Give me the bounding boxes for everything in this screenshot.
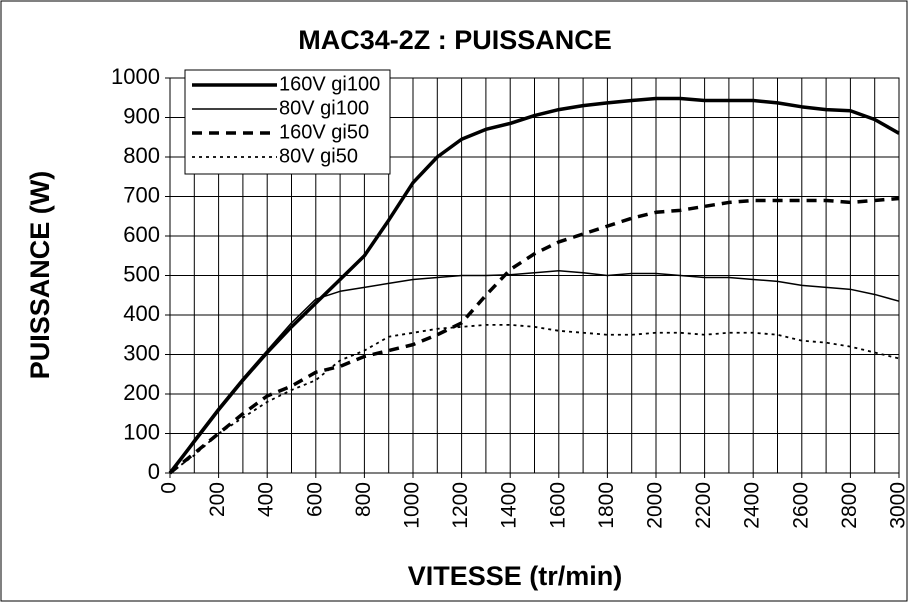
legend-label: 80V gi50 (279, 145, 358, 167)
y-tick-label: 900 (123, 103, 160, 128)
legend-box (184, 69, 391, 175)
x-tick-label: 1600 (546, 482, 569, 529)
y-tick-label: 800 (123, 143, 160, 168)
x-tick-label: 600 (303, 482, 326, 517)
x-tick-label: 1200 (449, 482, 472, 529)
x-tick-label: 0 (158, 482, 181, 494)
data-line (168, 96, 900, 475)
x-tick-label: 1800 (595, 482, 618, 529)
x-tick-label: 2600 (789, 482, 812, 529)
legend-label: 80V gi100 (279, 97, 369, 119)
x-tick-label: 2000 (644, 482, 667, 529)
y-tick-label: 600 (123, 222, 160, 247)
y-tick-label: 200 (123, 380, 160, 405)
x-tick-label: 400 (255, 482, 278, 517)
x-tick-label: 3000 (887, 482, 908, 529)
y-axis-label: PUISSANCE (W) (25, 171, 55, 380)
x-axis-label: VITESSE (tr/min) (408, 561, 623, 591)
y-tick-label: 0 (148, 459, 160, 484)
data-line (169, 270, 900, 474)
chart-title: MAC34-2Z : PUISSANCE (298, 25, 612, 55)
x-tick-label: 800 (352, 482, 375, 517)
y-tick-label: 100 (123, 419, 160, 444)
y-tick-label: 700 (123, 182, 160, 207)
x-tick-label: 2200 (692, 482, 715, 529)
data-line (168, 196, 900, 475)
y-tick-label: 300 (123, 340, 160, 365)
y-tick-label: 1000 (111, 64, 160, 89)
x-tick-label: 2800 (838, 482, 861, 529)
x-tick-label: 200 (206, 482, 229, 517)
x-tick-label: 2400 (741, 482, 764, 529)
y-tick-label: 400 (123, 301, 160, 326)
x-tick-label: 1400 (498, 482, 521, 529)
y-tick-label: 500 (123, 261, 160, 286)
x-tick-label: 1000 (401, 482, 424, 529)
legend-label: 160V gi100 (279, 73, 380, 95)
legend-label: 160V gi50 (279, 121, 369, 143)
data-line (169, 323, 900, 474)
